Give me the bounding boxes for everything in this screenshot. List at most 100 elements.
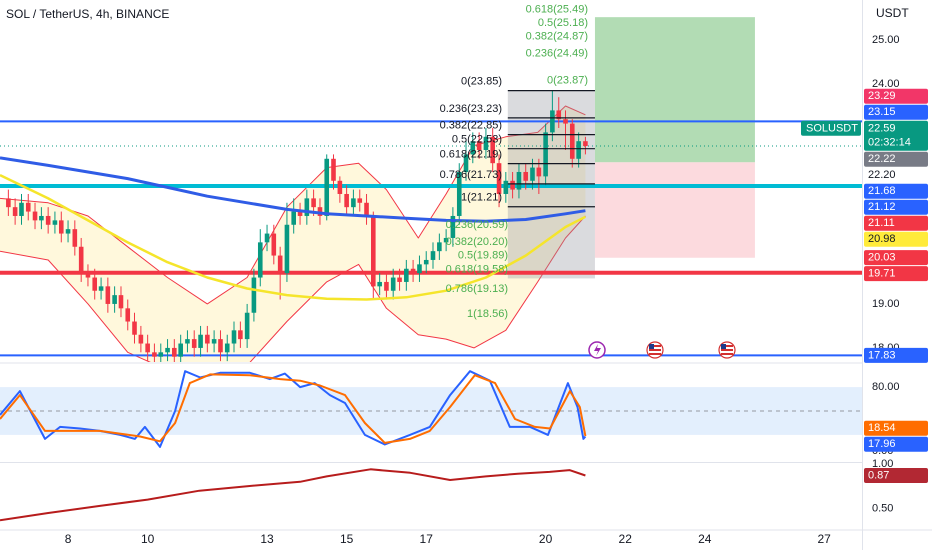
price-badge: [864, 250, 928, 266]
x-tick-label: 27: [818, 532, 832, 546]
indicator-line: [0, 373, 587, 444]
price-badge: [864, 151, 928, 167]
candle-body: [324, 158, 330, 216]
candle-body: [218, 339, 223, 353]
candle-body: [191, 339, 197, 348]
fib-label: 0.5(19.89): [458, 250, 508, 262]
candle-body: [271, 233, 277, 256]
candle-body: [158, 352, 164, 357]
symbol-tag-label: SOLUSDT: [806, 123, 858, 135]
fib-label: 0(23.87): [547, 75, 588, 87]
x-tick-label: 20: [539, 532, 553, 546]
fib-label: 1(21.21): [461, 192, 502, 204]
price-badge-label: 18.54: [868, 422, 896, 434]
candle-body: [550, 110, 555, 133]
y-tick-label: 25.00: [872, 34, 900, 46]
event-icons: [588, 341, 736, 359]
fib-label: 0.236(24.49): [526, 47, 588, 59]
candle-body: [357, 198, 363, 203]
candle-body: [397, 277, 402, 282]
candle-body: [463, 154, 469, 172]
y-tick-label: 1.00: [872, 458, 893, 470]
candle-body: [331, 158, 336, 181]
y-tick-label: 80.00: [872, 381, 900, 393]
lightning: [594, 344, 601, 356]
price-badge-label: 20.03: [868, 252, 896, 264]
candle-body: [172, 347, 177, 357]
candle-body: [523, 171, 529, 181]
price-badge-label: 21.12: [868, 201, 896, 213]
candle-body: [98, 286, 104, 291]
x-tick-label: 24: [698, 532, 712, 546]
candle-body: [165, 347, 170, 353]
flag-icon[interactable]: [718, 341, 736, 359]
candle-body: [437, 242, 442, 252]
candle-body: [583, 141, 588, 147]
candle-body: [563, 119, 568, 124]
price-badge: [864, 88, 928, 104]
fib-label: 0.382(22.85): [440, 120, 502, 132]
candle-body: [211, 339, 217, 344]
price-badge: [864, 347, 928, 363]
candle-body: [569, 123, 575, 159]
y-tick-label: 19.00: [872, 298, 900, 310]
lower-pane: [0, 468, 586, 522]
candle-body: [85, 273, 91, 278]
flag-icon[interactable]: [646, 341, 664, 359]
candle-body: [311, 198, 316, 208]
x-tick-label: 10: [141, 532, 155, 546]
candle-body: [450, 215, 456, 238]
price-badge-label: 20.98: [868, 233, 896, 245]
candle-body: [224, 343, 230, 353]
currency-label[interactable]: USDT: [876, 6, 909, 20]
price-badge: [864, 468, 928, 484]
candle-body: [423, 259, 429, 265]
candle-body: [251, 277, 257, 313]
price-badge-label: 21.68: [868, 185, 896, 197]
candle-body: [25, 202, 31, 212]
candle-body: [92, 277, 98, 291]
candle-body: [72, 229, 78, 247]
band-fill: [0, 106, 586, 362]
candle-body: [58, 220, 64, 234]
price-badge-label: 22.22: [868, 153, 896, 165]
fib-label: 0.382(20.20): [446, 236, 508, 248]
candle-body: [410, 268, 416, 274]
candle-body: [244, 312, 250, 340]
fib-label: 0.786(21.73): [440, 169, 502, 181]
price-badge: [864, 183, 928, 199]
candle-body: [543, 132, 548, 177]
candle-body: [377, 281, 382, 287]
price-badge: [864, 266, 928, 282]
price-badge: [864, 104, 928, 120]
price-badge-label: 17.96: [868, 438, 896, 450]
candle-body: [32, 211, 38, 221]
y-tick-label: 0.50: [872, 502, 893, 514]
fib-label: 0.618(22.19): [440, 149, 502, 161]
candle-body: [264, 233, 270, 243]
x-tick-label: 17: [420, 532, 434, 546]
candle-body: [185, 339, 190, 344]
candle-body: [390, 277, 396, 291]
candle-body: [132, 321, 137, 335]
candle-body: [404, 268, 409, 282]
indicator-line: [0, 468, 586, 522]
fib-label: 0.786(19.13): [446, 283, 508, 295]
oscillator-pane: [0, 370, 862, 448]
candle-body: [145, 343, 150, 353]
candle-body: [78, 246, 84, 274]
fib-label: 0.382(24.87): [526, 31, 588, 43]
price-badge-label: 22.59: [868, 123, 896, 135]
candle-body: [118, 295, 124, 309]
candle-body: [516, 171, 522, 190]
candle-body: [6, 198, 11, 208]
candle-body: [231, 330, 237, 344]
candle-body: [277, 255, 283, 274]
candle-body: [138, 334, 144, 344]
candle-body: [105, 286, 111, 304]
price-badge-label: 21.11: [868, 217, 895, 229]
candle-body: [257, 242, 263, 278]
candle-body: [364, 202, 369, 216]
price-badge: [864, 231, 928, 247]
